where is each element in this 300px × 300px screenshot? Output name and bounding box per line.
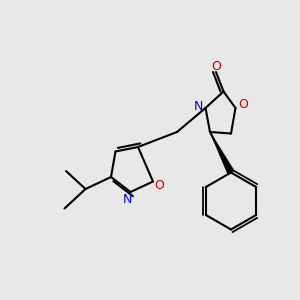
Text: O: O <box>211 59 221 73</box>
Text: O: O <box>238 98 248 112</box>
Text: N: N <box>123 193 132 206</box>
Text: O: O <box>155 178 164 192</box>
Text: N: N <box>194 100 204 113</box>
Polygon shape <box>210 132 234 174</box>
